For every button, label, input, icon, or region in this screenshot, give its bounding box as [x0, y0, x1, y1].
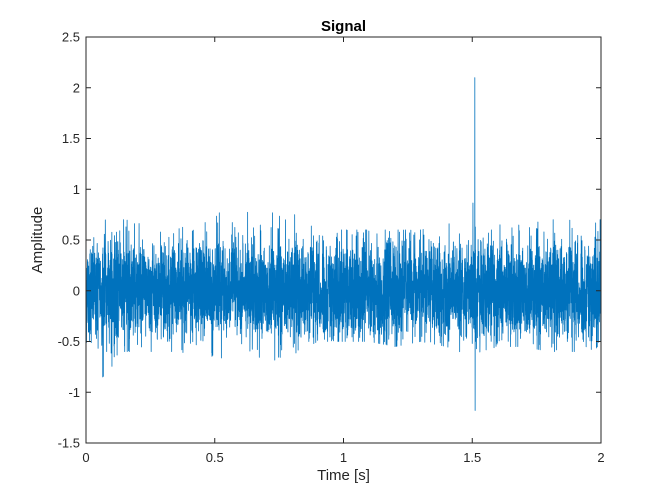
y-tick-label: 2	[73, 80, 80, 95]
y-tick-label: 1	[73, 182, 80, 197]
y-tick-label: 0.5	[62, 233, 80, 248]
y-tick-label: 0	[73, 283, 80, 298]
tick-layer: 0 0.5 1 1.5 2 -1.5 -1 -0.5 0 0.5 1 1.5 2 2.5	[58, 30, 605, 466]
signal-series-line	[85, 77, 602, 411]
x-axis-title: Time [s]	[317, 467, 370, 484]
plot-area	[86, 37, 601, 443]
y-tick-label: -1.5	[58, 436, 80, 451]
chart-title: Signal	[321, 18, 366, 35]
y-tick-label: 2.5	[62, 30, 80, 45]
y-tick-label: -0.5	[58, 334, 80, 349]
x-tick-label: 2	[597, 450, 604, 465]
x-tick-label: 1	[340, 450, 347, 465]
series-layer	[85, 77, 602, 411]
y-axis-title: Amplitude	[29, 207, 46, 274]
y-tick-label: -1	[68, 385, 80, 400]
x-tick-label: 1.5	[463, 450, 481, 465]
x-tick-label: 0.5	[206, 450, 224, 465]
y-tick-label: 1.5	[62, 131, 80, 146]
x-tick-label: 0	[82, 450, 89, 465]
